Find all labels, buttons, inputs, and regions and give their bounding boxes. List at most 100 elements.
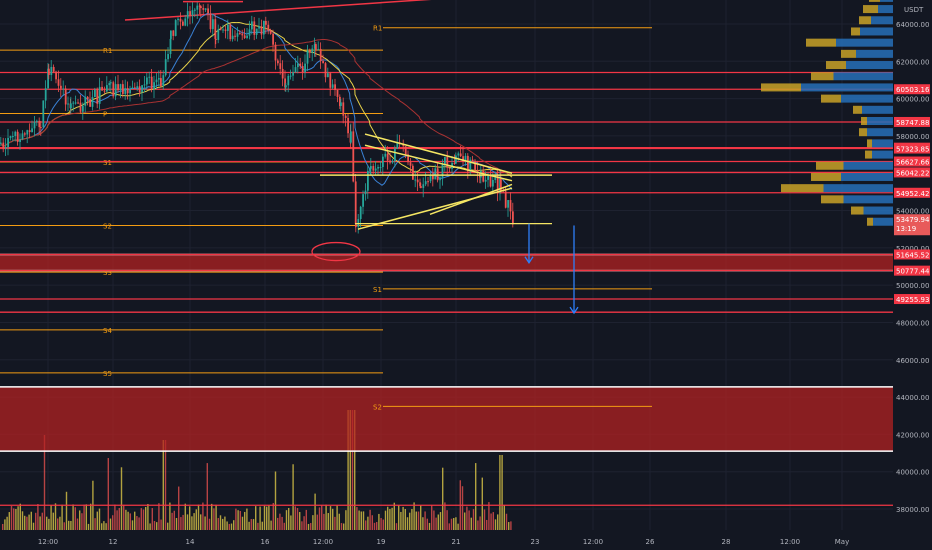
- volume-bar: [270, 520, 272, 530]
- candle-body: [217, 29, 220, 40]
- candle-body: [362, 194, 364, 207]
- volume-bar: [96, 511, 98, 530]
- candle-body: [243, 35, 246, 38]
- candle-body: [91, 97, 94, 107]
- price-tag-label: 56042.22: [896, 169, 929, 177]
- volume-bar: [4, 519, 6, 530]
- candle-body: [285, 85, 287, 88]
- volume-bar: [263, 505, 266, 530]
- volume-bar: [310, 523, 312, 530]
- volume-bar: [244, 511, 246, 530]
- candle-body: [94, 89, 96, 98]
- price-tick-label: 48000.00: [896, 319, 929, 327]
- profile-bar: [867, 217, 873, 226]
- volume-bar: [369, 509, 371, 530]
- volume-bar: [237, 510, 239, 530]
- pivot-label: S3: [103, 269, 112, 277]
- candle-body: [279, 63, 282, 69]
- profile-bar: [873, 217, 893, 226]
- profile-bar: [872, 139, 893, 148]
- price-tick-label: 52000.00: [896, 245, 929, 253]
- candle-body: [324, 63, 327, 78]
- profile-bar: [781, 184, 824, 193]
- profile-bar: [859, 16, 871, 25]
- volume-bar: [261, 521, 263, 530]
- candle-body: [313, 44, 316, 49]
- volume-bar: [30, 511, 32, 530]
- profile-bar: [836, 38, 893, 47]
- volume-bar: [292, 464, 294, 530]
- candle-body: [289, 75, 292, 77]
- volume-bar: [380, 517, 382, 530]
- candle-body: [255, 28, 258, 35]
- volume-bar: [193, 513, 195, 530]
- candle-body: [170, 30, 172, 39]
- volume-bar: [6, 516, 8, 530]
- volume-bar: [424, 511, 426, 530]
- candle-body: [409, 162, 412, 166]
- volume-bar: [296, 508, 299, 530]
- volume-bar: [356, 507, 358, 530]
- candle-body: [77, 102, 79, 104]
- candle-body: [248, 29, 251, 36]
- volume-bar: [17, 506, 19, 530]
- candle-body: [315, 44, 317, 50]
- candle-body: [372, 166, 375, 171]
- volume-bar: [208, 518, 211, 530]
- profile-bar: [867, 128, 893, 137]
- volume-bar: [455, 517, 457, 530]
- volume-bar: [362, 511, 365, 530]
- volume-bar: [197, 504, 200, 530]
- volume-bar: [145, 506, 147, 530]
- candle-body: [294, 67, 297, 73]
- volume-bar: [279, 513, 281, 530]
- volume-bar: [378, 513, 380, 530]
- volume-bar: [303, 516, 305, 530]
- candle-body: [487, 175, 489, 180]
- time-axis-bg: [0, 532, 893, 550]
- candle-body: [377, 167, 379, 169]
- candle-body: [103, 90, 106, 92]
- candle-body: [301, 66, 304, 73]
- profile-bar: [816, 161, 844, 170]
- volume-bar: [54, 503, 57, 530]
- candle-body: [26, 130, 29, 135]
- candle-body: [169, 38, 172, 55]
- candle-body: [414, 179, 417, 181]
- candle-body: [158, 78, 160, 80]
- candle-body: [389, 160, 391, 163]
- volume-bar: [358, 510, 360, 530]
- pivot-label: P: [103, 111, 107, 119]
- candle-body: [354, 181, 357, 224]
- profile-bar: [801, 83, 893, 92]
- volume-bar: [360, 511, 362, 530]
- candle-body: [436, 168, 439, 181]
- candle-body: [16, 131, 19, 143]
- candle-body: [209, 13, 212, 30]
- candle-body: [342, 102, 345, 116]
- time-axis[interactable]: 12:00 12 14 16 12:00 19 21 23 12:00 26 28 12:00 May: [0, 532, 893, 550]
- candle-body: [108, 83, 111, 86]
- candle-body: [131, 87, 134, 90]
- profile-bar: [851, 206, 864, 215]
- volume-bar: [57, 518, 59, 530]
- trend-line: [364, 133, 513, 174]
- candle-body: [28, 130, 31, 133]
- candle-body: [509, 200, 512, 212]
- volume-bar: [114, 504, 116, 530]
- volume-bar: [488, 502, 490, 530]
- volume-bar: [314, 493, 316, 530]
- price-axis[interactable]: USDT 38000.00 40000.00 42000.00 44000.00 4600…: [896, 6, 929, 514]
- volume-bar: [46, 516, 48, 530]
- moving-average-line: [0, 39, 513, 176]
- profile-bar: [863, 5, 878, 14]
- candle-body: [482, 170, 485, 182]
- candle-body: [189, 11, 191, 16]
- trend-drawings: [183, 0, 579, 315]
- volume-bar: [167, 522, 169, 530]
- price-tag: [894, 294, 930, 305]
- volume-bar: [222, 518, 224, 530]
- candle-body: [504, 191, 507, 208]
- volume-bar: [41, 512, 43, 530]
